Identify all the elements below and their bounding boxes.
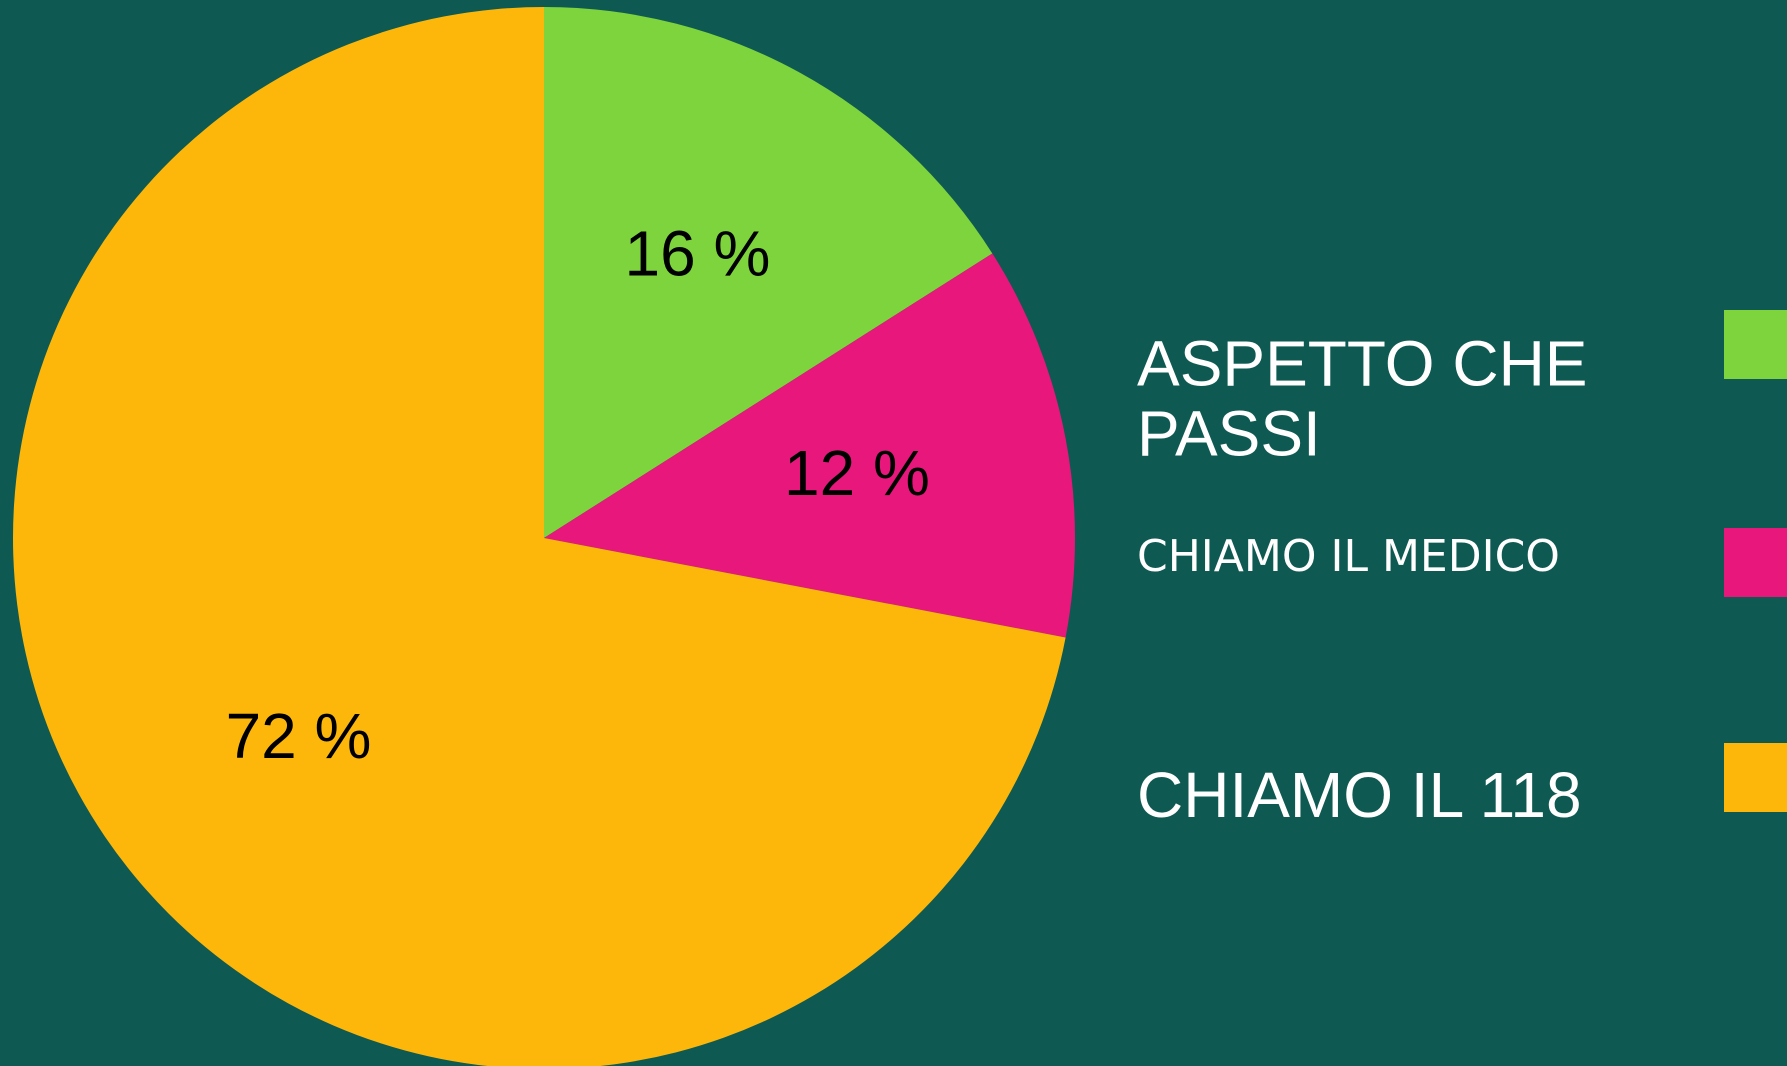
- legend-swatch: [1724, 743, 1787, 812]
- pie-slice: [544, 7, 993, 538]
- data-label: 16 %: [625, 218, 771, 290]
- legend-swatch: [1724, 528, 1787, 597]
- pie-slice: [544, 253, 1075, 638]
- legend-label: CHIAMO IL 118: [1137, 758, 1582, 831]
- data-label: 72 %: [226, 700, 372, 772]
- legend-label: CHIAMO IL MEDICO: [1137, 530, 1560, 582]
- pie-slice: [13, 7, 1066, 1066]
- data-label: 12 %: [784, 437, 930, 509]
- legend-swatch: [1724, 310, 1787, 379]
- legend-label: ASPETTO CHE PASSI: [1137, 327, 1588, 470]
